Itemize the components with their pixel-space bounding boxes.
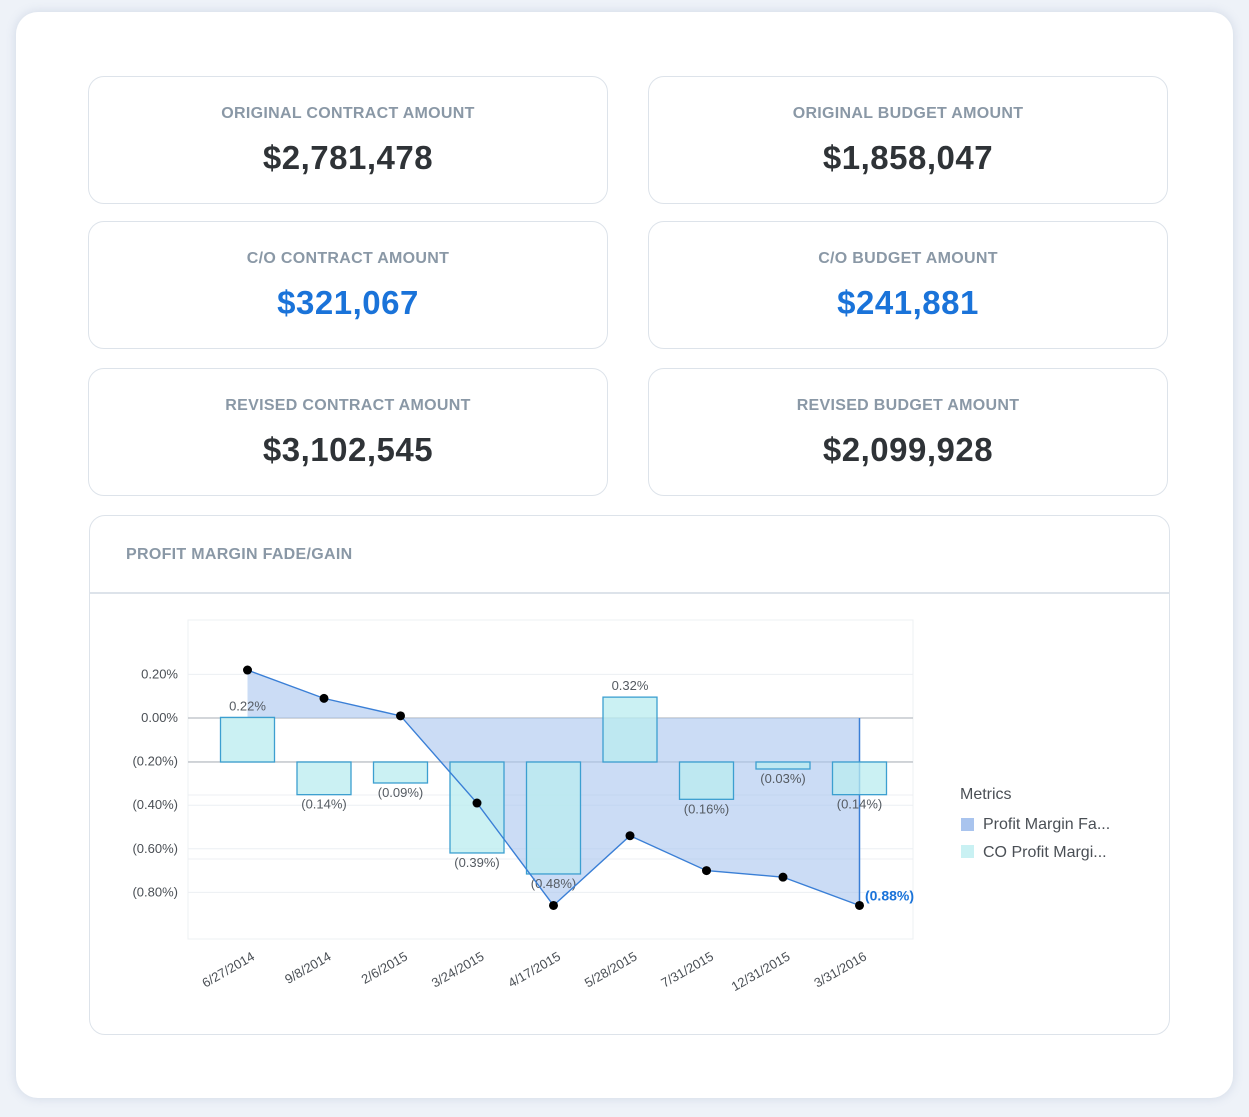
revised-budget-card[interactable]: REVISED BUDGET AMOUNT $2,099,928	[648, 368, 1168, 496]
area-series-point	[243, 665, 252, 675]
bar-data-label: (0.14%)	[301, 797, 347, 812]
card-value: $3,102,545	[262, 431, 434, 468]
x-tick-label: 12/31/2015	[729, 949, 793, 995]
co-profit-bar	[678, 761, 735, 800]
dashboard-panel: ORIGINAL CONTRACT AMOUNT $2,781,478 ORIG…	[16, 12, 1233, 1098]
y-tick-label: 0.20%	[141, 666, 178, 681]
card-value: $2,781,478	[262, 139, 434, 176]
co-profit-bar	[602, 696, 658, 763]
x-tick-label: 2/6/2015	[359, 949, 410, 987]
card-label: C/O CONTRACT AMOUNT	[246, 250, 450, 267]
co-profit-bar	[296, 761, 352, 796]
area-series-point	[396, 711, 405, 721]
area-last-label: (0.88%)	[865, 887, 914, 903]
divider	[90, 592, 1169, 594]
card-label: REVISED CONTRACT AMOUNT	[225, 397, 471, 414]
area-series-point	[625, 831, 635, 841]
legend-item-label: CO Profit Margi...	[983, 844, 1107, 861]
card-label: REVISED BUDGET AMOUNT	[796, 397, 1020, 414]
bar-data-label: (0.39%)	[454, 855, 500, 870]
x-tick-label: 5/28/2015	[582, 949, 640, 991]
area-series-point	[778, 872, 788, 882]
area-series-point	[855, 900, 864, 910]
co-profit-bar	[372, 761, 429, 784]
chart-title: PROFIT MARGIN FADE/GAIN	[126, 546, 353, 563]
bar-data-label: (0.14%)	[837, 797, 883, 812]
x-tick-label: 4/17/2015	[505, 949, 563, 991]
co-profit-bar	[831, 761, 888, 796]
y-tick-label: (0.20%)	[132, 754, 178, 769]
legend-swatch	[961, 845, 974, 858]
original-budget-card[interactable]: ORIGINAL BUDGET AMOUNT $1,858,047	[648, 76, 1168, 204]
area-series-point	[319, 693, 329, 703]
card-value: $1,858,047	[822, 139, 994, 176]
card-value: $321,067	[277, 284, 419, 321]
x-tick-label: 6/27/2014	[199, 949, 257, 991]
card-label: C/O BUDGET AMOUNT	[818, 250, 998, 267]
y-tick-label: (0.60%)	[132, 841, 178, 856]
x-tick-label: 3/24/2015	[429, 949, 487, 991]
y-tick-label: (0.40%)	[132, 797, 178, 812]
card-label: ORIGINAL CONTRACT AMOUNT	[221, 105, 475, 122]
co-profit-bar	[525, 761, 582, 875]
bar-data-label: 0.22%	[229, 698, 266, 713]
co-profit-bar	[755, 761, 811, 770]
card-value: $2,099,928	[822, 431, 994, 468]
card-label: ORIGINAL BUDGET AMOUNT	[792, 105, 1024, 122]
card-value: $241,881	[837, 284, 979, 321]
x-tick-label: 9/8/2014	[282, 949, 333, 987]
profit-margin-chart[interactable]: 0.20% 0.00% (0.20%) (0.40%) (0.60%) (0.80%) 0.…	[90, 594, 1168, 1034]
y-tick-label: (0.80%)	[132, 884, 178, 899]
bar-data-label: (0.48%)	[531, 876, 577, 891]
legend-title: Metrics	[960, 786, 1012, 803]
bar-data-label: 0.32%	[612, 678, 649, 693]
legend-swatch	[961, 818, 974, 831]
x-tick-label: 7/31/2015	[658, 949, 716, 991]
co-budget-card[interactable]: C/O BUDGET AMOUNT $241,881	[648, 221, 1168, 349]
bar-data-label: (0.16%)	[684, 801, 730, 816]
co-profit-bar	[219, 716, 276, 763]
area-series-point	[472, 798, 482, 808]
profit-margin-chart-card: PROFIT MARGIN FADE/GAIN 0.20% 0.00% (0.20%…	[89, 515, 1170, 1035]
original-contract-card[interactable]: ORIGINAL CONTRACT AMOUNT $2,781,478	[88, 76, 608, 204]
x-tick-label: 3/31/2016	[811, 949, 869, 991]
bar-data-label: (0.03%)	[760, 771, 806, 786]
area-series-point	[702, 866, 711, 876]
co-contract-card[interactable]: C/O CONTRACT AMOUNT $321,067	[88, 221, 608, 349]
area-series-point	[549, 900, 558, 910]
y-tick-label: 0.00%	[141, 710, 178, 725]
bar-data-label: (0.09%)	[378, 785, 424, 800]
legend-item-label: Profit Margin Fa...	[983, 816, 1110, 833]
revised-contract-card[interactable]: REVISED CONTRACT AMOUNT $3,102,545	[88, 368, 608, 496]
